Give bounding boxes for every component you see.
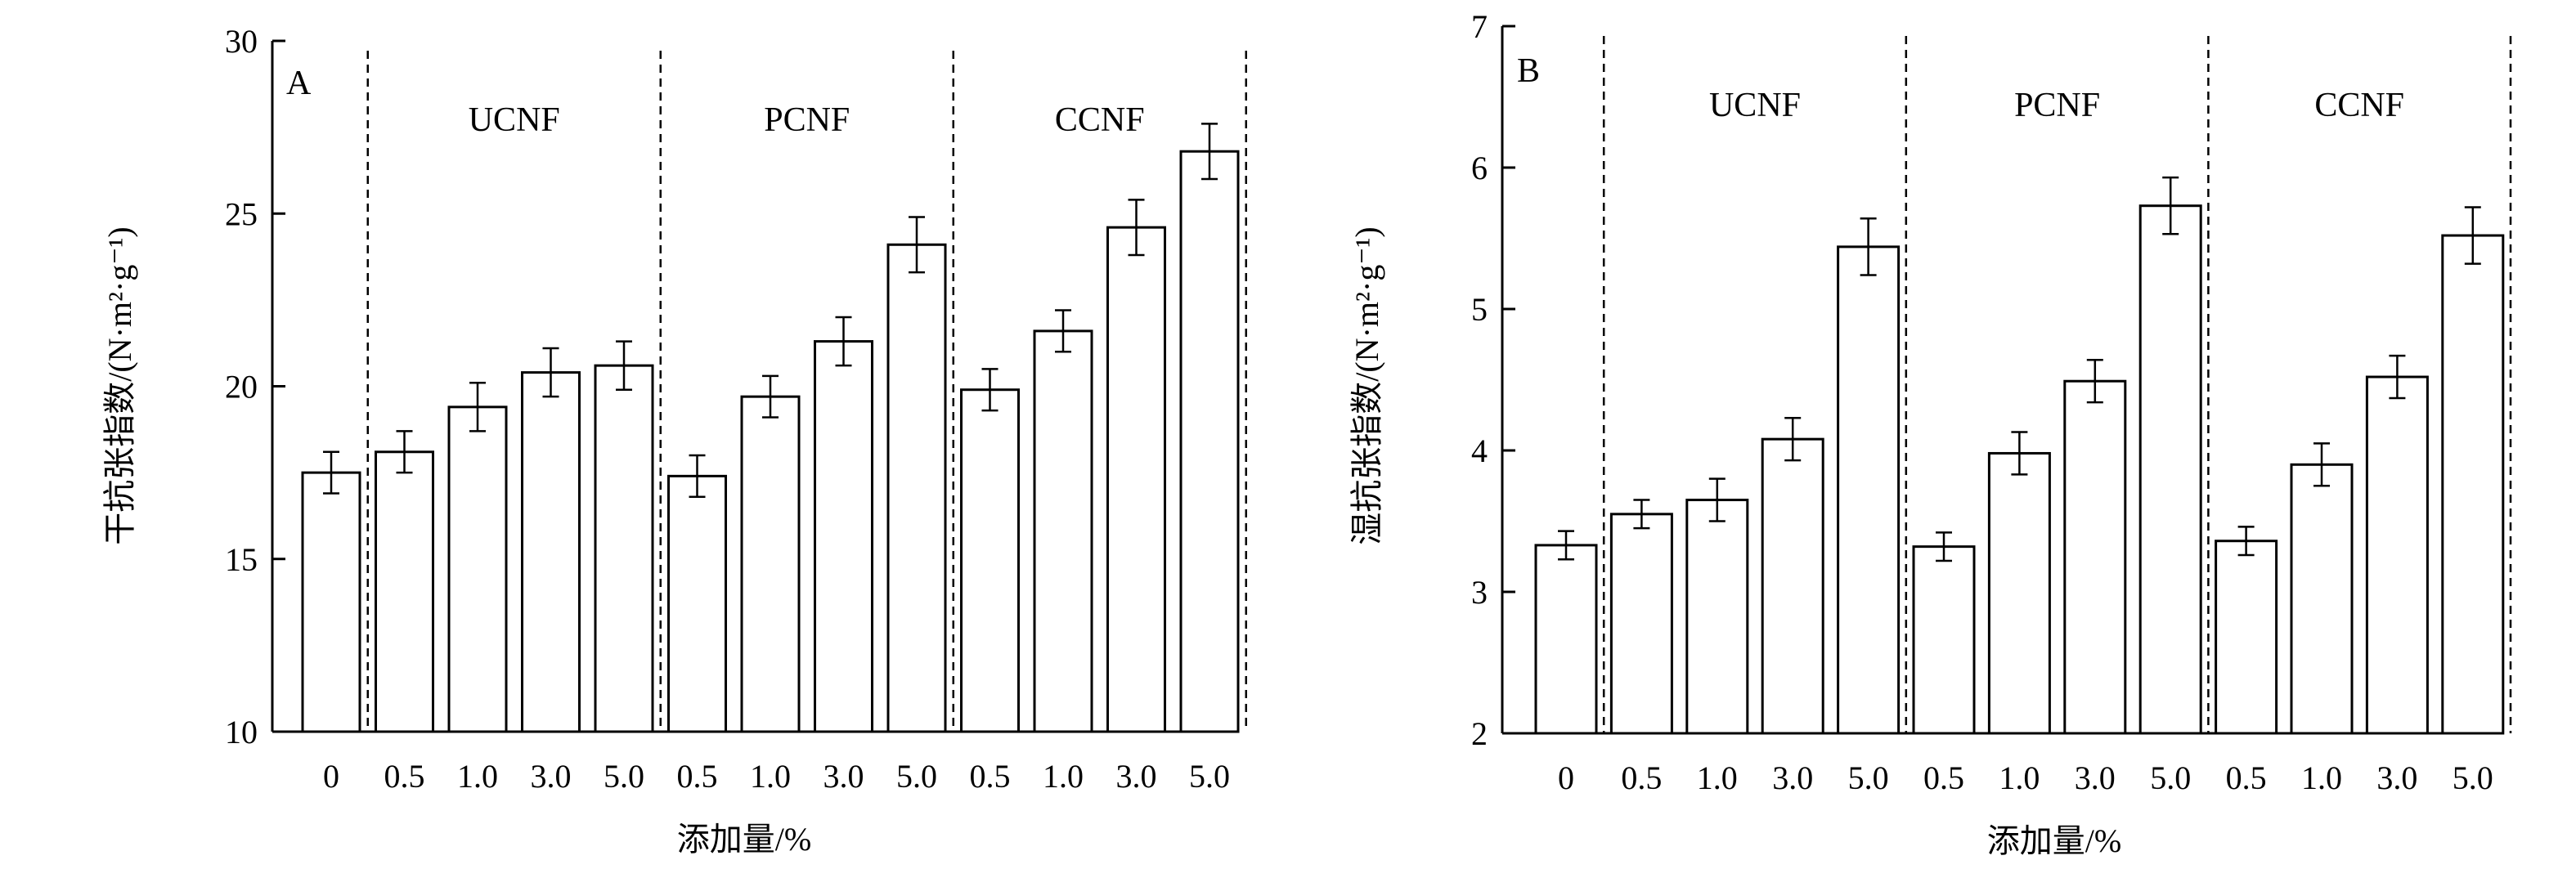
x-tick-label: 5.0 bbox=[2150, 759, 2191, 796]
bar bbox=[1912, 545, 1976, 735]
bar bbox=[960, 388, 1020, 733]
x-tick-label: 0.5 bbox=[970, 758, 1011, 795]
x-tick-label: 1.0 bbox=[457, 758, 498, 795]
bar bbox=[2290, 463, 2354, 735]
x-tick-label: 0.5 bbox=[2226, 759, 2267, 796]
group-label: CCNF bbox=[1055, 101, 1145, 139]
group-label: PCNF bbox=[764, 101, 850, 139]
x-tick-label: 0 bbox=[323, 758, 339, 795]
bar bbox=[447, 405, 508, 733]
panel-label: A bbox=[286, 65, 312, 102]
chart-panel-a: 10 15 20 25 30 UCNF PCNF CCNF 0 0.5 1.0 3.0 5.0 0.5 1.… bbox=[101, 23, 1247, 858]
x-tick-label: 0.5 bbox=[1923, 759, 1964, 796]
x-tick-label: 1.0 bbox=[1697, 759, 1738, 796]
x-tick-label: 5.0 bbox=[604, 758, 644, 795]
bar bbox=[2441, 234, 2505, 735]
y-tick-label: 10 bbox=[225, 714, 258, 750]
y-tick-label: 15 bbox=[225, 541, 258, 578]
x-tick-label: 1.0 bbox=[2301, 759, 2342, 796]
x-tick-label: 3.0 bbox=[1772, 759, 1813, 796]
bar bbox=[594, 364, 654, 733]
y-tick-label: 30 bbox=[225, 23, 258, 60]
y-tick-label: 3 bbox=[1471, 574, 1488, 611]
bar bbox=[2215, 540, 2278, 735]
y-axis-title: 湿抗张指数/(N·m²·g⁻¹) bbox=[1349, 226, 1385, 545]
group-label: UCNF bbox=[1709, 87, 1801, 124]
bar bbox=[2063, 379, 2127, 735]
x-tick-label: 1.0 bbox=[1043, 758, 1084, 795]
x-tick-label: 1.0 bbox=[750, 758, 791, 795]
chart-panel-b: 2 3 4 5 6 7 UCNF PCNF CCNF 0 0.5 1.0 3.0 5.0 0.5 1.0 3.0… bbox=[1349, 8, 2512, 859]
bar bbox=[1837, 245, 1901, 735]
x-tick-label: 1.0 bbox=[1999, 759, 2040, 796]
bar bbox=[1609, 513, 1673, 735]
x-tick-label: 5.0 bbox=[1848, 759, 1889, 796]
x-tick-label: 5.0 bbox=[1189, 758, 1230, 795]
bar bbox=[667, 474, 727, 733]
y-tick-label: 2 bbox=[1471, 715, 1488, 752]
x-tick-label: 0.5 bbox=[1621, 759, 1662, 796]
x-tick-label: 0.5 bbox=[677, 758, 718, 795]
y-tick-label: 20 bbox=[225, 369, 258, 405]
group-label: PCNF bbox=[2014, 87, 2100, 124]
x-axis-title: 添加量/% bbox=[1987, 822, 2121, 859]
x-tick-label: 3.0 bbox=[824, 758, 864, 795]
x-tick-label: 5.0 bbox=[896, 758, 937, 795]
x-tick-label: 5.0 bbox=[2453, 759, 2493, 796]
bar bbox=[1033, 329, 1093, 733]
bar bbox=[521, 371, 581, 733]
bar bbox=[1685, 499, 1749, 735]
bar bbox=[814, 340, 873, 733]
bar bbox=[301, 471, 361, 733]
y-axis-title: 干抗张指数/(N·m²·g⁻¹) bbox=[101, 226, 138, 545]
bar bbox=[1106, 226, 1166, 733]
group-label: CCNF bbox=[2314, 87, 2404, 124]
y-tick-label: 4 bbox=[1471, 432, 1488, 469]
bar bbox=[1534, 544, 1598, 735]
bar bbox=[1761, 437, 1824, 735]
y-tick-label: 25 bbox=[225, 195, 258, 232]
x-tick-label: 3.0 bbox=[2075, 759, 2116, 796]
bar bbox=[740, 395, 801, 733]
x-axis-title: 添加量/% bbox=[677, 821, 811, 858]
x-tick-label: 3.0 bbox=[1116, 758, 1157, 795]
panel-label: B bbox=[1517, 52, 1540, 90]
y-tick-label: 5 bbox=[1471, 291, 1488, 328]
bar bbox=[375, 450, 434, 733]
x-tick-label: 3.0 bbox=[2376, 759, 2417, 796]
y-tick-label: 7 bbox=[1471, 8, 1488, 45]
x-tick-label: 0.5 bbox=[384, 758, 425, 795]
group-label: UCNF bbox=[469, 101, 560, 139]
bar bbox=[1179, 150, 1240, 733]
bar bbox=[2365, 375, 2429, 735]
bar bbox=[2138, 204, 2202, 735]
y-tick-label: 6 bbox=[1471, 150, 1488, 186]
x-tick-label: 3.0 bbox=[531, 758, 572, 795]
bar bbox=[1987, 451, 2051, 735]
x-tick-label: 0 bbox=[1558, 759, 1574, 796]
bar bbox=[886, 243, 947, 733]
